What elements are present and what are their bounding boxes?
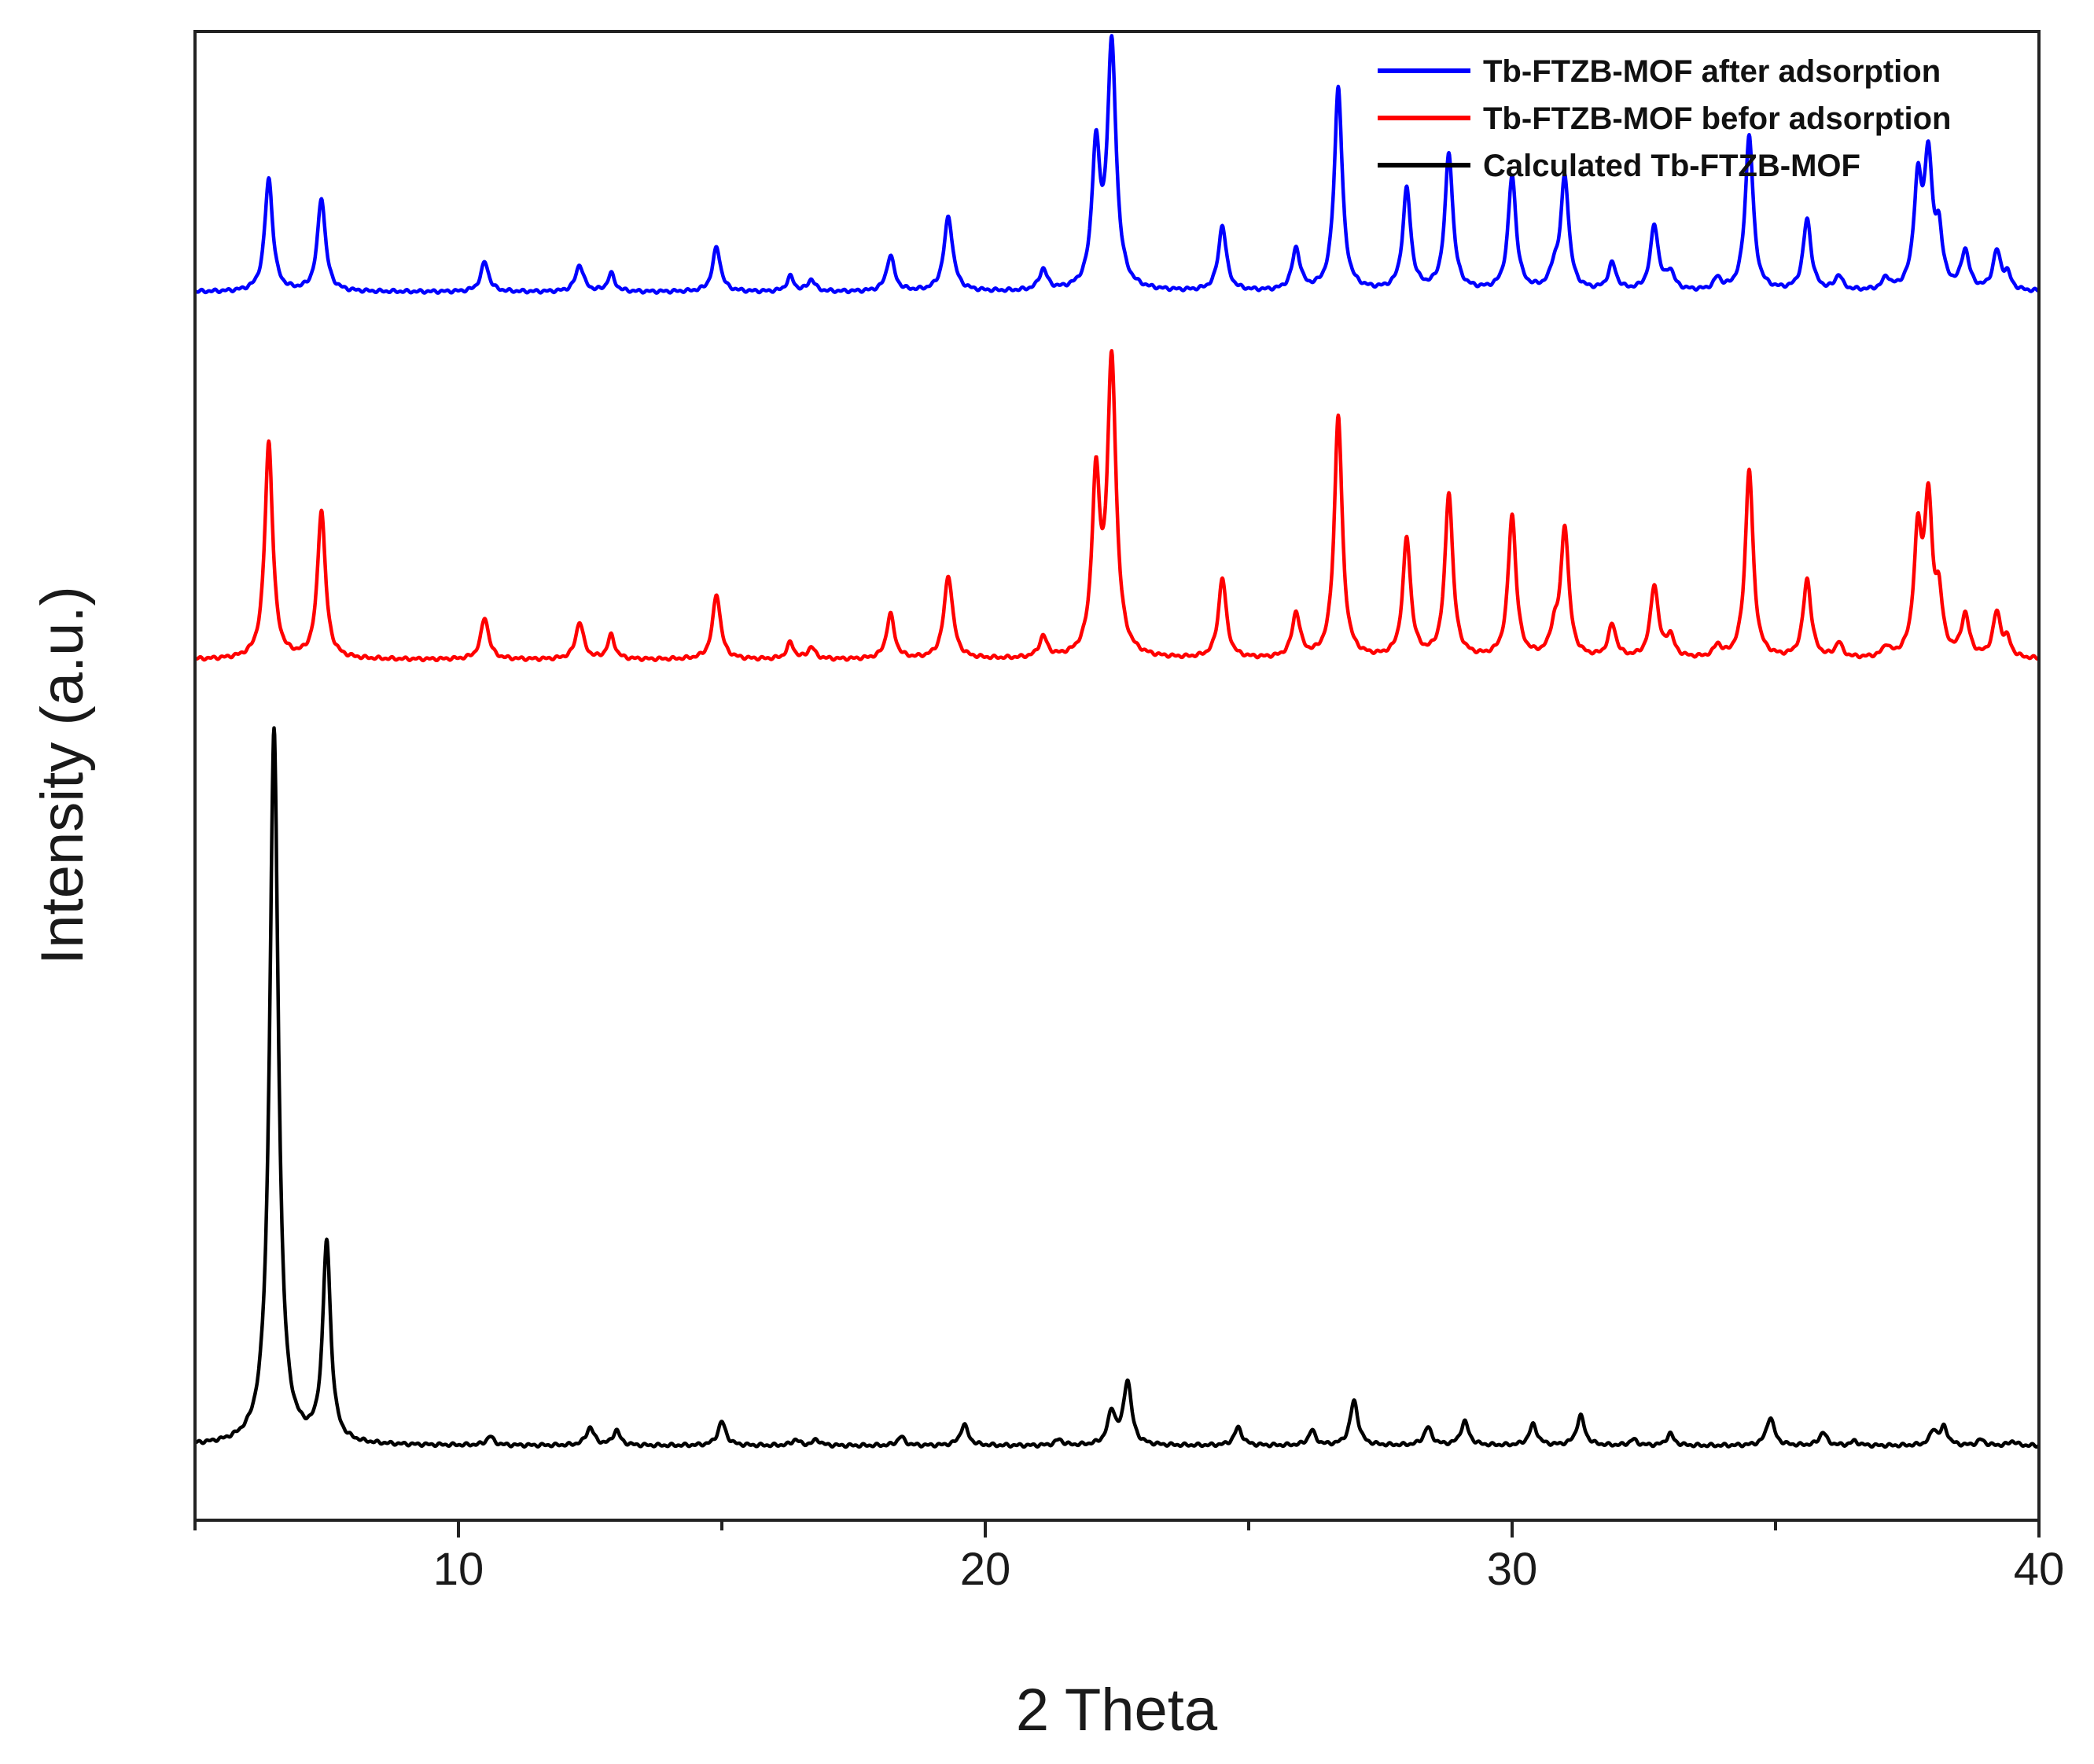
x-axis-ticks: 10 20 30 40 bbox=[193, 1520, 2065, 1595]
series-line-1 bbox=[193, 348, 2041, 663]
x-axis-title: 2 Theta bbox=[1016, 1677, 1218, 1744]
plot-frame bbox=[193, 30, 2041, 1522]
y-axis-title: Intensity (a.u.) bbox=[29, 586, 96, 965]
x-tick-label: 30 bbox=[1487, 1544, 1538, 1595]
legend-label-before: Tb-FTZB-MOF befor adsorption bbox=[1483, 101, 1951, 136]
legend-label-after: Tb-FTZB-MOF after adsorption bbox=[1483, 54, 1941, 89]
legend-label-calculated: Calculated Tb-FTZB-MOF bbox=[1483, 149, 1860, 183]
series-line-0 bbox=[193, 34, 2041, 295]
x-tick-label: 40 bbox=[2014, 1544, 2065, 1595]
x-tick-label: 20 bbox=[960, 1544, 1011, 1595]
series-layer bbox=[193, 34, 2041, 1449]
x-tick-label: 10 bbox=[433, 1544, 484, 1595]
legend: Tb-FTZB-MOF after adsorption Tb-FTZB-MOF… bbox=[1378, 54, 1951, 183]
series-line-2 bbox=[193, 726, 2041, 1449]
